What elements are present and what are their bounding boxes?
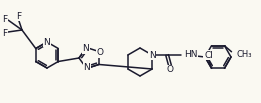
Text: HN: HN [184, 50, 198, 59]
Text: N: N [44, 37, 50, 46]
Text: Cl: Cl [204, 51, 213, 60]
Text: F: F [16, 12, 22, 20]
Text: CH₃: CH₃ [236, 50, 252, 59]
Text: F: F [2, 29, 8, 37]
Text: F: F [2, 15, 8, 23]
Text: N: N [149, 50, 156, 60]
Text: N: N [83, 63, 90, 72]
Text: N: N [82, 44, 89, 53]
Text: O: O [96, 48, 103, 57]
Text: O: O [167, 66, 174, 74]
